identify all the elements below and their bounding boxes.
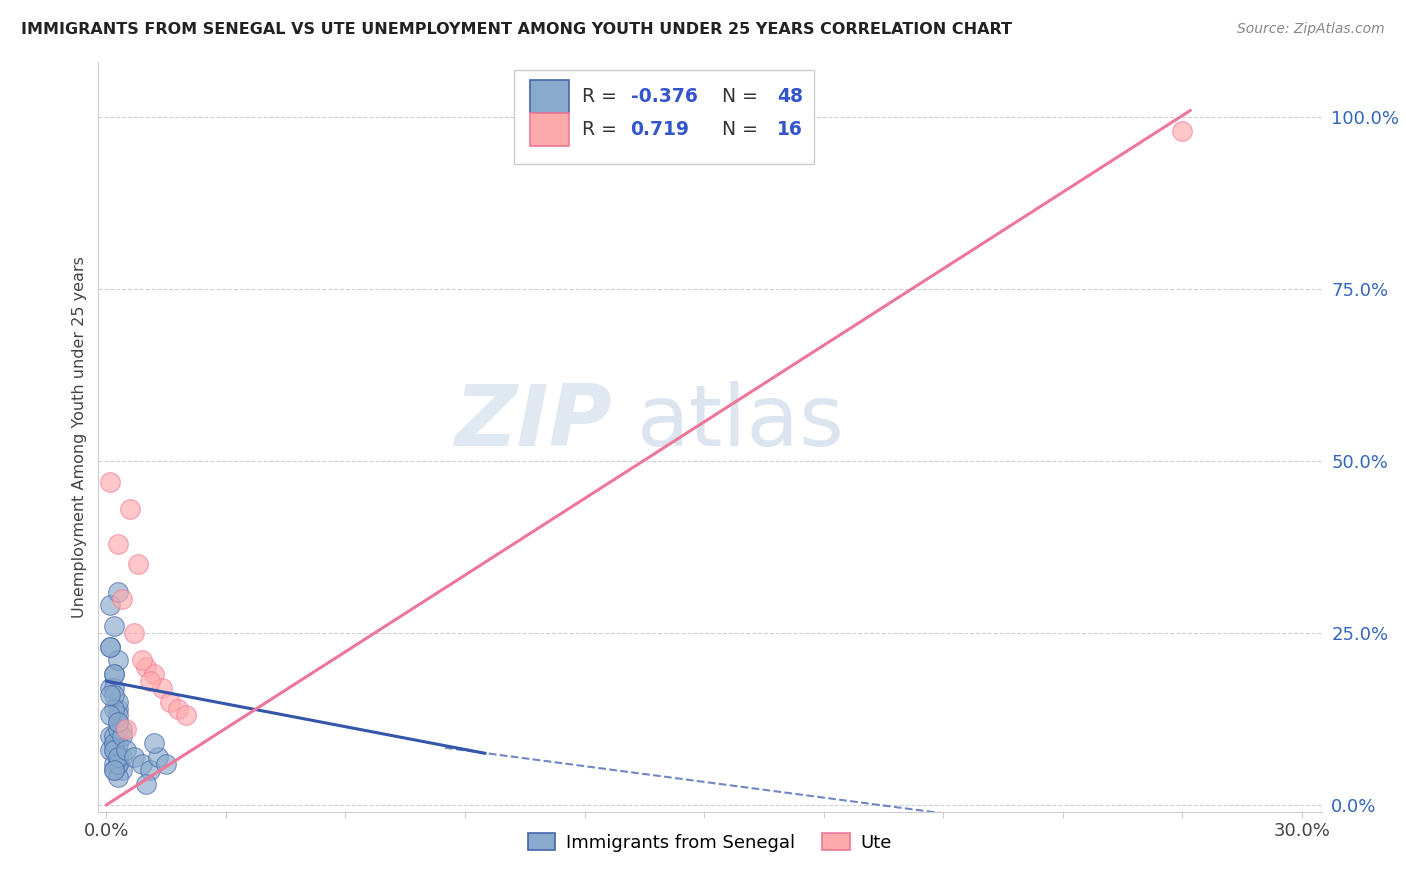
Point	[115, 723, 138, 737]
Text: N =: N =	[710, 87, 763, 105]
Point	[103, 756, 125, 771]
Point	[103, 764, 125, 778]
Point	[107, 756, 129, 771]
Point	[103, 681, 125, 695]
FancyBboxPatch shape	[530, 79, 569, 112]
Text: IMMIGRANTS FROM SENEGAL VS UTE UNEMPLOYMENT AMONG YOUTH UNDER 25 YEARS CORRELATI: IMMIGRANTS FROM SENEGAL VS UTE UNEMPLOYM…	[21, 22, 1012, 37]
Point	[100, 640, 122, 654]
Point	[107, 723, 129, 737]
Point	[107, 715, 129, 730]
Point	[103, 688, 125, 702]
Point	[107, 715, 129, 730]
Point	[135, 660, 157, 674]
Point	[124, 749, 146, 764]
Point	[131, 653, 153, 667]
Text: ZIP: ZIP	[454, 381, 612, 464]
Point	[111, 723, 134, 737]
Point	[107, 756, 129, 771]
Legend: Immigrants from Senegal, Ute: Immigrants from Senegal, Ute	[522, 826, 898, 859]
Point	[103, 729, 125, 743]
Point	[107, 708, 129, 723]
Point	[111, 749, 134, 764]
Point	[107, 770, 129, 784]
Point	[103, 764, 125, 778]
Text: 48: 48	[778, 87, 803, 105]
Point	[103, 619, 125, 633]
Point	[103, 743, 125, 757]
Point	[100, 688, 122, 702]
Point	[111, 729, 134, 743]
Point	[100, 681, 122, 695]
Point	[107, 536, 129, 550]
Point	[150, 681, 173, 695]
Text: 0.719: 0.719	[630, 120, 689, 139]
Point	[167, 701, 190, 715]
Point	[107, 695, 129, 709]
Text: N =: N =	[710, 120, 763, 139]
Point	[100, 729, 122, 743]
Text: Source: ZipAtlas.com: Source: ZipAtlas.com	[1237, 22, 1385, 37]
Point	[155, 756, 177, 771]
Point	[107, 653, 129, 667]
Point	[100, 599, 122, 613]
Point	[111, 764, 134, 778]
Point	[127, 558, 149, 572]
Point	[124, 626, 146, 640]
Point	[115, 743, 138, 757]
Point	[148, 749, 170, 764]
Text: atlas: atlas	[637, 381, 845, 464]
Point	[139, 674, 162, 689]
FancyBboxPatch shape	[530, 113, 569, 146]
Y-axis label: Unemployment Among Youth under 25 years: Unemployment Among Youth under 25 years	[72, 256, 87, 618]
Point	[1171, 124, 1194, 138]
Text: R =: R =	[582, 120, 628, 139]
Point	[143, 736, 166, 750]
Point	[107, 749, 129, 764]
Text: R =: R =	[582, 87, 623, 105]
Point	[103, 743, 125, 757]
Point	[103, 667, 125, 681]
Text: 16: 16	[778, 120, 803, 139]
Point	[131, 756, 153, 771]
FancyBboxPatch shape	[515, 70, 814, 163]
Point	[135, 777, 157, 791]
Point	[159, 695, 181, 709]
Point	[120, 502, 142, 516]
Point	[103, 701, 125, 715]
Point	[103, 736, 125, 750]
Point	[143, 667, 166, 681]
Point	[107, 749, 129, 764]
Point	[107, 701, 129, 715]
Point	[139, 764, 162, 778]
Point	[111, 591, 134, 606]
Point	[100, 475, 122, 489]
Point	[103, 667, 125, 681]
Point	[100, 708, 122, 723]
Point	[174, 708, 197, 723]
Point	[107, 736, 129, 750]
Text: -0.376: -0.376	[630, 87, 697, 105]
Point	[103, 736, 125, 750]
Point	[100, 640, 122, 654]
Point	[107, 584, 129, 599]
Point	[100, 743, 122, 757]
